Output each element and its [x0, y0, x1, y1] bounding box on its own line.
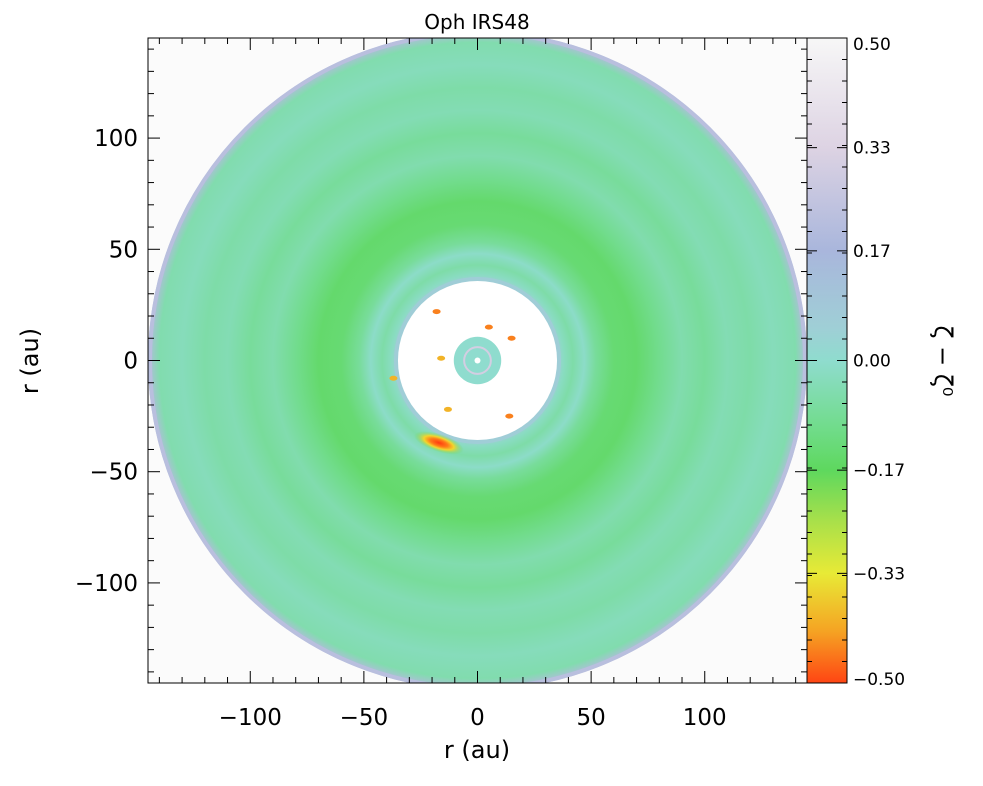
axes: −100 −50 0 50 100 100 50 0 −50 −100: [75, 38, 807, 731]
colorbar-tick-label: 0.50: [853, 35, 891, 55]
colorbar-tick-label: −0.33: [853, 564, 905, 584]
colorbar: 0.50 0.33 0.17 0.00 −0.17 −0.33 −0.50: [806, 35, 905, 690]
x-tick-label: 0: [470, 705, 485, 731]
y-axis-label: r (au): [16, 328, 44, 394]
cavity-edge: [393, 276, 562, 445]
colorbar-tick-label: −0.17: [853, 461, 905, 481]
y-tick-label: 50: [109, 237, 138, 263]
hotspot: [437, 355, 446, 361]
colorbar-tick-label: 0.00: [853, 352, 891, 372]
hotspot: [505, 413, 514, 419]
colorbar-tick-label: 0.17: [853, 242, 891, 262]
y-tick-label: −100: [75, 571, 138, 597]
colorbar-tick-label: 0.33: [853, 139, 891, 159]
y-tick-label: 100: [94, 126, 138, 152]
x-tick-label: 100: [683, 705, 727, 731]
colorbar-tick-label: −0.50: [853, 670, 905, 690]
colorbar-label: ζ − ζ⁰: [929, 325, 957, 396]
y-tick-label: −50: [89, 460, 138, 486]
x-axis-label: r (au): [444, 736, 510, 764]
hotspot: [507, 335, 516, 341]
hotspot: [432, 309, 441, 315]
plot-area: [148, 38, 807, 683]
hotspot: [443, 406, 452, 412]
inner-ring-edge: [463, 346, 492, 375]
x-tick-label: 50: [576, 705, 605, 731]
central-star-hole: [474, 357, 481, 364]
x-tick-label: −50: [340, 705, 389, 731]
x-tick-label: −100: [219, 705, 282, 731]
y-tick-label: 0: [123, 349, 138, 375]
chart-title: Oph IRS48: [424, 10, 529, 34]
hotspot: [389, 375, 398, 381]
hotspot: [413, 431, 464, 455]
hotspot: [484, 324, 493, 330]
